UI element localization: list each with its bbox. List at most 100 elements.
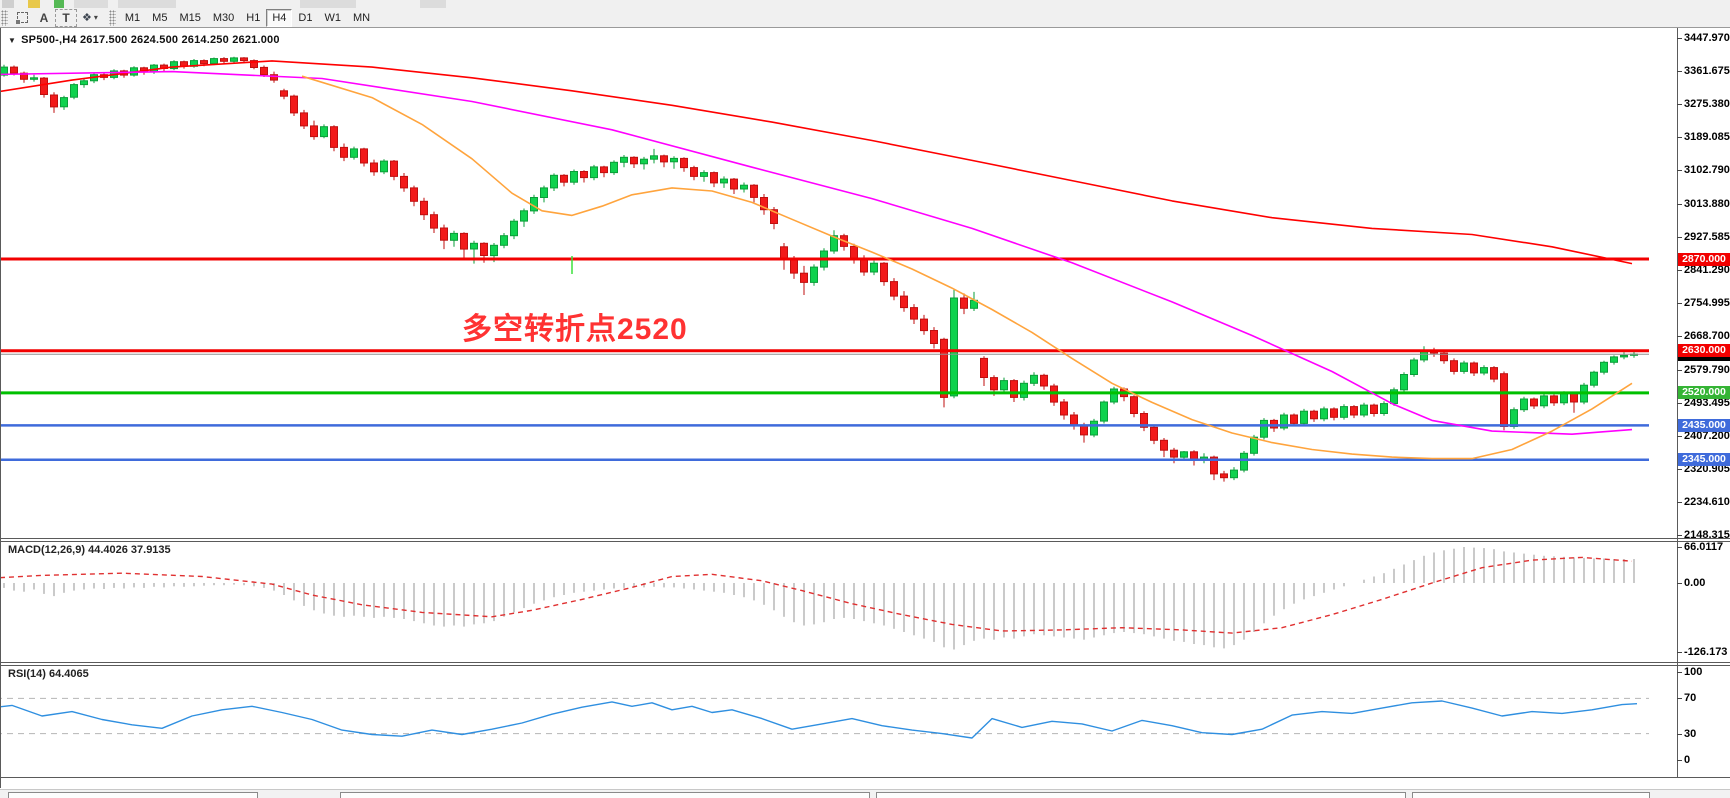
price-axis-tick xyxy=(1677,104,1682,105)
timeframe-button-w1[interactable]: W1 xyxy=(318,9,347,27)
price-axis-label: 2841.290 xyxy=(1684,264,1730,276)
chart-symbol-header: ▼ SP500-,H4 2617.500 2624.500 2614.250 26… xyxy=(8,34,280,46)
chart-area[interactable]: ▼ SP500-,H4 2617.500 2624.500 2614.250 26… xyxy=(0,28,1730,788)
price-axis-tick xyxy=(1677,270,1682,271)
text-label-tool-button[interactable]: A xyxy=(33,9,55,27)
collapse-triangle-icon[interactable]: ▼ xyxy=(8,36,17,45)
price-badge: 2435.000 xyxy=(1678,419,1730,432)
drawing-tools-button[interactable]: ❖ ▾ xyxy=(77,9,103,27)
pane-splitter[interactable] xyxy=(0,662,1730,663)
price-axis-tick xyxy=(1677,137,1682,138)
price-axis-tick xyxy=(1677,469,1682,470)
letter-t-icon: T xyxy=(62,10,70,25)
rsi-axis-label: 0 xyxy=(1684,754,1691,766)
fragment-icon xyxy=(28,0,40,8)
macd-pane-top-border xyxy=(0,541,1730,542)
macd-axis-tick xyxy=(1677,547,1682,548)
price-axis-label: 3102.790 xyxy=(1684,164,1730,176)
time-axis-border xyxy=(0,777,1730,778)
toolbar-grip[interactable] xyxy=(1,9,8,26)
dropdown-caret-icon: ▾ xyxy=(93,13,98,22)
price-axis-label: 2493.495 xyxy=(1684,397,1730,409)
fragment-icon xyxy=(420,0,446,8)
rsi-axis-label: 70 xyxy=(1684,692,1697,704)
price-axis-label: 3013.880 xyxy=(1684,198,1730,210)
price-axis-label: 3275.380 xyxy=(1684,98,1730,110)
rsi-axis-tick xyxy=(1677,734,1682,735)
timeframe-button-h4[interactable]: H4 xyxy=(266,8,293,27)
price-axis-tick xyxy=(1677,502,1682,503)
taskbar-window-button[interactable] xyxy=(876,792,1406,798)
timeframe-button-m1[interactable]: M1 xyxy=(119,9,146,27)
fragment-icon xyxy=(74,0,108,8)
rsi-indicator-label: RSI(14) 64.4065 xyxy=(8,668,89,680)
price-axis-tick xyxy=(1677,303,1682,304)
rsi-axis-tick xyxy=(1677,672,1682,673)
chart-canvas[interactable] xyxy=(0,28,1730,788)
pane-splitter[interactable] xyxy=(0,538,1730,539)
timeframe-button-m15[interactable]: M15 xyxy=(173,9,206,27)
text-box-tool-button[interactable]: T xyxy=(55,8,77,27)
selection-tool-button[interactable] xyxy=(11,9,33,27)
price-badge: 2520.000 xyxy=(1678,386,1730,399)
fragment-icon xyxy=(54,0,64,8)
timeframe-button-m5[interactable]: M5 xyxy=(146,9,173,27)
timeframe-button-mn[interactable]: MN xyxy=(347,9,376,27)
macd-indicator-label: MACD(12,26,9) 44.4026 37.9135 xyxy=(8,544,171,556)
macd-axis-tick xyxy=(1677,583,1682,584)
price-axis-label: 2234.610 xyxy=(1684,496,1730,508)
rsi-axis-tick xyxy=(1677,698,1682,699)
price-axis-label: 2754.995 xyxy=(1684,297,1730,309)
macd-axis-label: 66.0117 xyxy=(1684,541,1724,553)
price-axis-tick xyxy=(1677,370,1682,371)
rsi-axis-label: 30 xyxy=(1684,728,1697,740)
toolbar-grip[interactable] xyxy=(108,9,116,26)
price-axis-label: 3189.085 xyxy=(1684,131,1730,143)
symbol-ohlc-text: SP500-,H4 2617.500 2624.500 2614.250 262… xyxy=(21,34,280,46)
price-axis-label: 2579.790 xyxy=(1684,364,1730,376)
rsi-pane-top-border xyxy=(0,665,1730,666)
cropped-toolbar-fragment xyxy=(0,0,1730,8)
price-axis-tick xyxy=(1677,204,1682,205)
price-axis-label: 2148.315 xyxy=(1684,529,1730,541)
price-axis-tick xyxy=(1677,436,1682,437)
timeframe-button-h1[interactable]: H1 xyxy=(240,9,266,27)
macd-axis-label: 0.00 xyxy=(1684,577,1706,589)
taskbar-window-button[interactable] xyxy=(340,792,870,798)
timeframe-button-d1[interactable]: D1 xyxy=(292,9,318,27)
shapes-icon: ❖ xyxy=(82,12,92,24)
price-axis-tick xyxy=(1677,535,1682,536)
price-axis-label: 2320.905 xyxy=(1684,463,1730,475)
price-axis-tick xyxy=(1677,403,1682,404)
price-axis-tick xyxy=(1677,336,1682,337)
price-axis-tick xyxy=(1677,170,1682,171)
toolbar: A T ❖ ▾ M1 M5 M15 M30 H1 H4 D1 W1 MN xyxy=(0,8,1730,28)
price-axis-tick xyxy=(1677,38,1682,39)
chart-annotation-text: 多空转折点2520 xyxy=(462,313,688,346)
taskbar-window-button[interactable] xyxy=(1412,792,1650,798)
price-axis-tick xyxy=(1677,237,1682,238)
fragment-icon xyxy=(118,0,176,8)
price-badge: 2345.000 xyxy=(1678,453,1730,466)
fragment-icon xyxy=(300,0,356,8)
macd-axis-label: -126.173 xyxy=(1684,646,1728,658)
price-axis-label: 2927.585 xyxy=(1684,231,1730,243)
fragment-icon xyxy=(2,0,14,8)
timeframe-button-m30[interactable]: M30 xyxy=(207,9,240,27)
price-axis-label: 2407.200 xyxy=(1684,430,1730,442)
price-axis-label: 3447.970 xyxy=(1684,32,1730,44)
price-badge: 2870.000 xyxy=(1678,253,1730,266)
letter-a-icon: A xyxy=(39,10,49,25)
price-axis-label: 2668.700 xyxy=(1684,330,1730,342)
chart-left-border xyxy=(0,28,1,788)
dashed-selection-icon xyxy=(15,12,28,24)
macd-axis-tick xyxy=(1677,652,1682,653)
price-axis-label: 3361.675 xyxy=(1684,65,1730,77)
taskbar-window-button[interactable] xyxy=(8,792,258,798)
taskbar-sliver xyxy=(0,789,1730,798)
rsi-axis-tick xyxy=(1677,760,1682,761)
price-badge: 2630.000 xyxy=(1678,344,1730,357)
price-axis-tick xyxy=(1677,71,1682,72)
rsi-axis-label: 100 xyxy=(1684,666,1703,678)
timeframe-bar: M1 M5 M15 M30 H1 H4 D1 W1 MN xyxy=(119,8,376,27)
